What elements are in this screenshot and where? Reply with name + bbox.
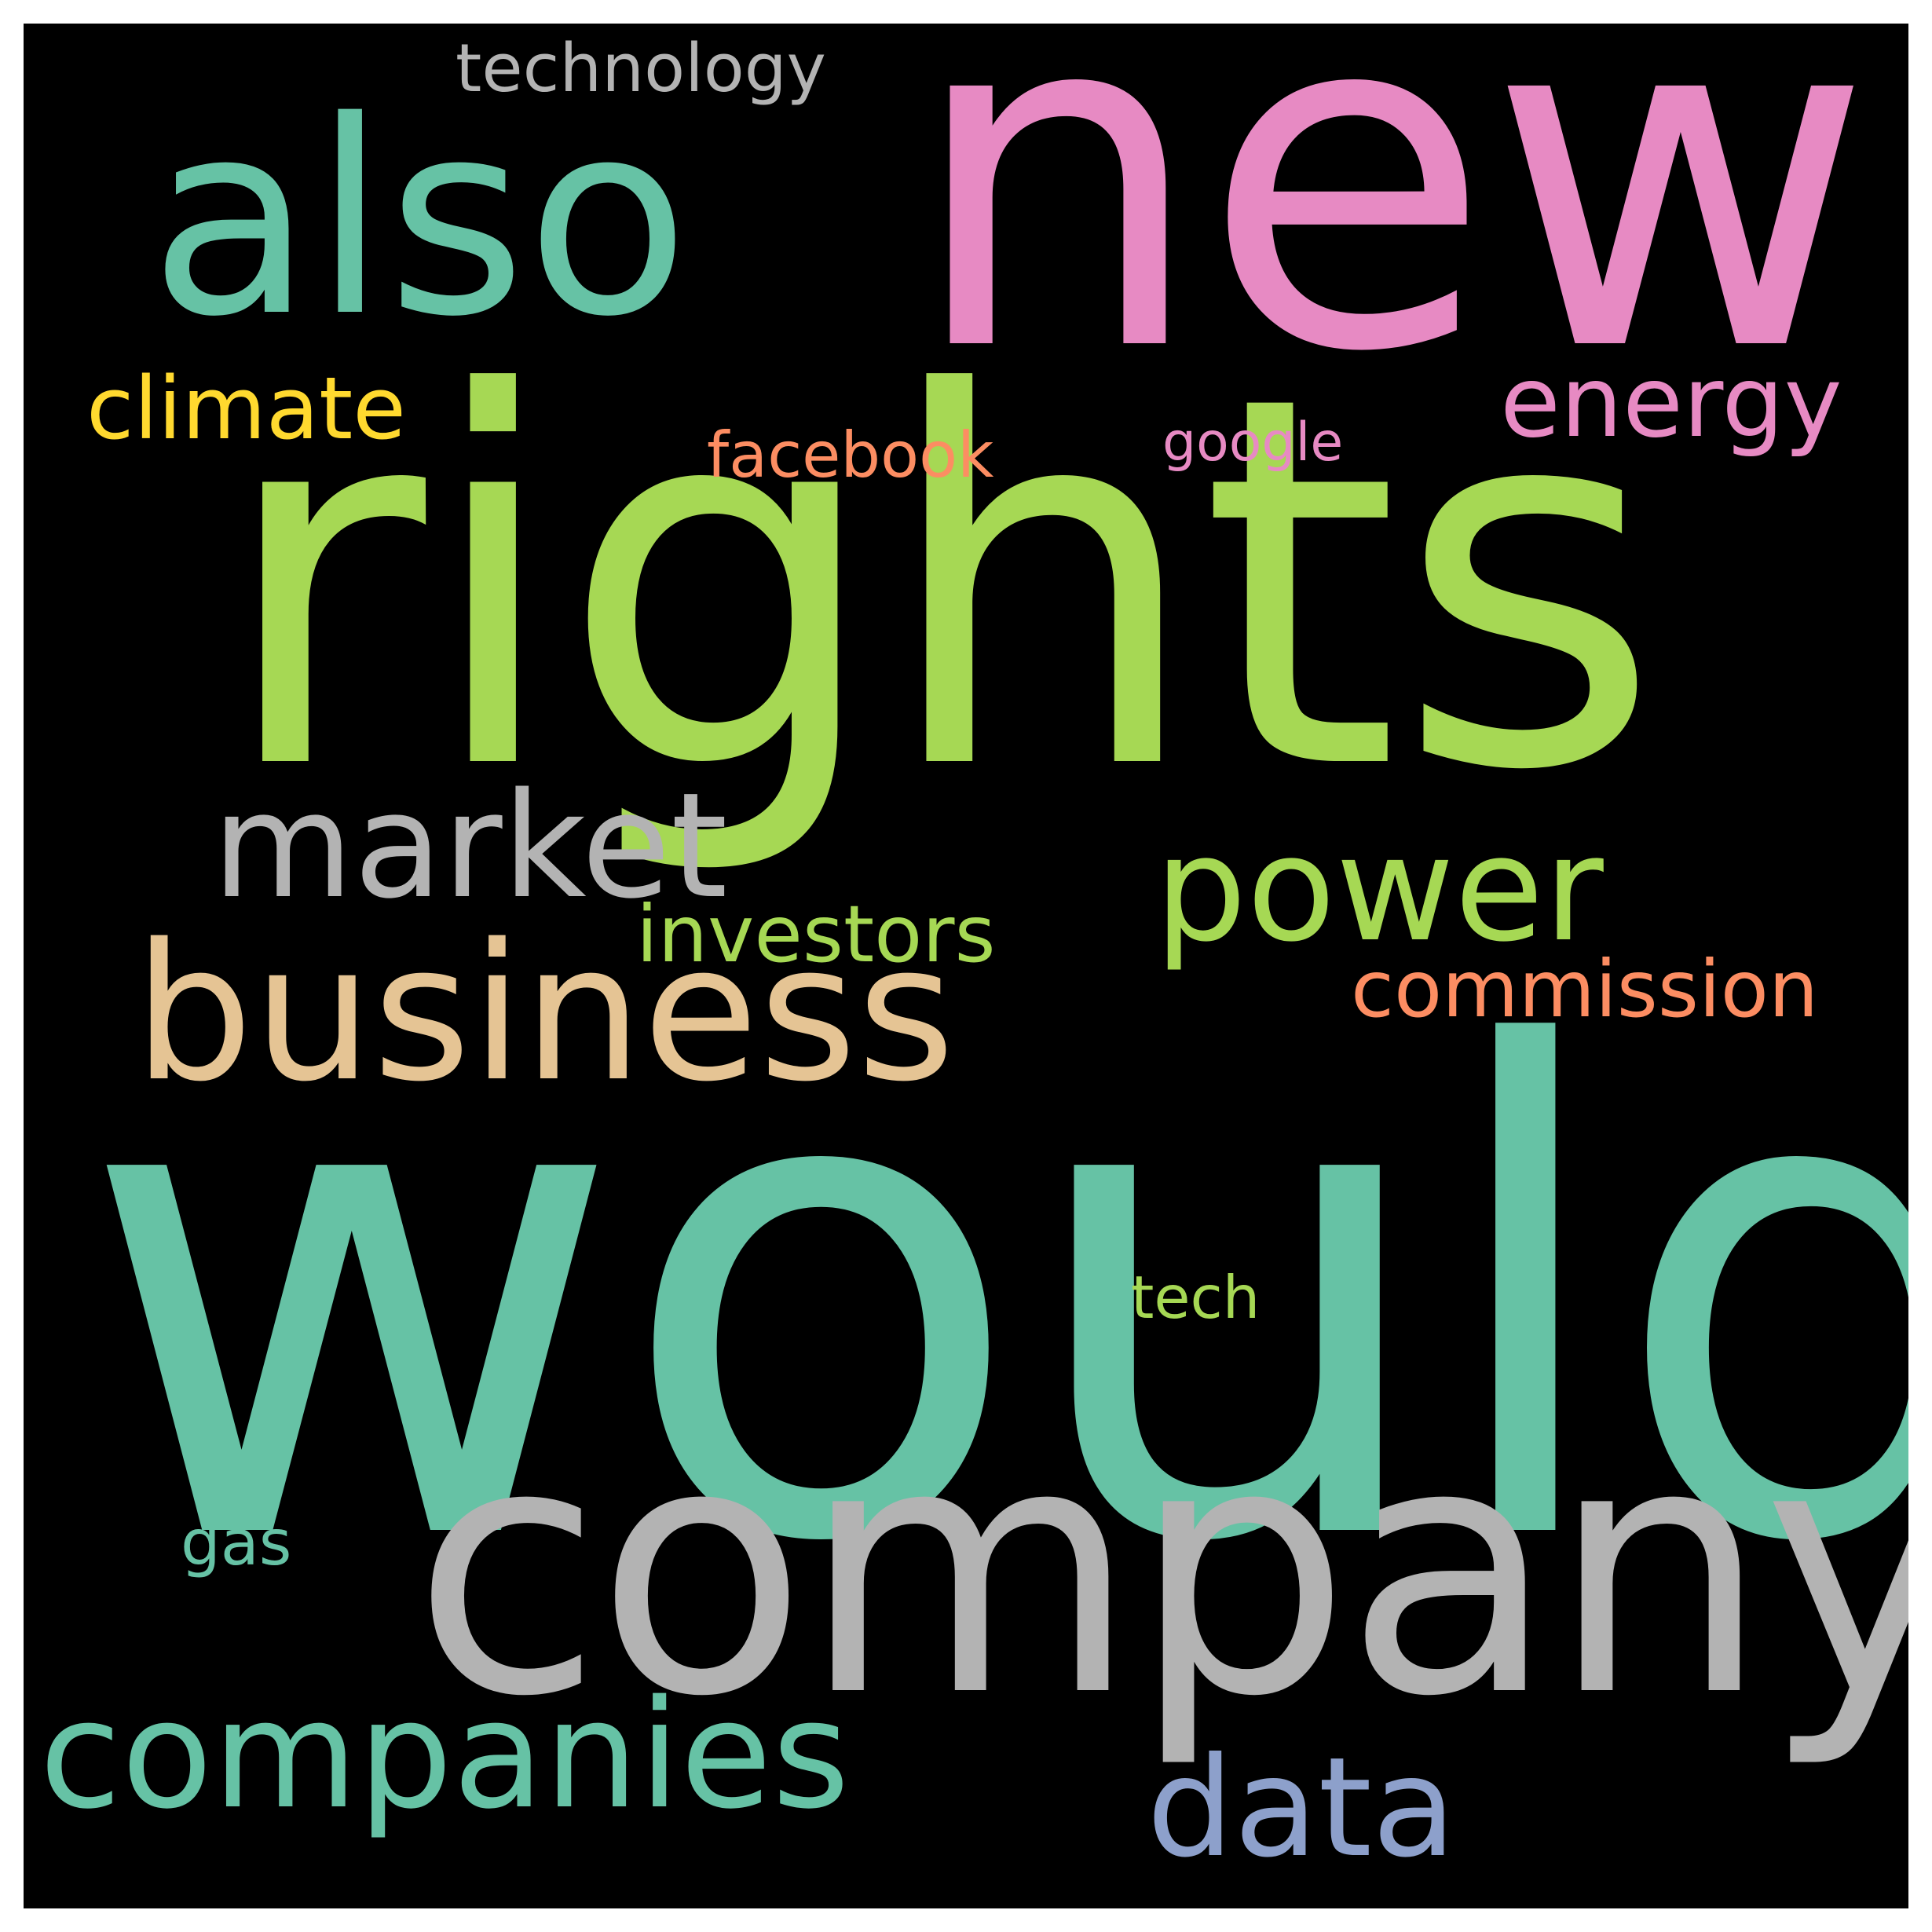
word-commission: commission — [1351, 943, 1819, 1035]
word-gas: gas — [181, 1506, 292, 1579]
word-climate: climate — [86, 358, 406, 459]
word-technology: technology — [456, 30, 826, 108]
word-data: data — [1147, 1729, 1457, 1888]
word-companies: companies — [39, 1668, 850, 1842]
word-also: also — [149, 64, 690, 375]
word-tech: tech — [1131, 1263, 1261, 1332]
word-company: company — [412, 1370, 1908, 1772]
word-power: power — [1154, 804, 1604, 974]
word-would: would — [79, 911, 1908, 1688]
word-new: new — [907, 24, 1873, 455]
word-google: google — [1162, 412, 1344, 474]
word-market: market — [212, 761, 728, 931]
word-energy: energy — [1500, 346, 1842, 459]
word-investors: investors — [636, 888, 996, 980]
word-business: business — [134, 903, 956, 1123]
word-cloud: would rights new company also business m… — [24, 24, 1908, 1908]
word-rights: rights — [216, 288, 1662, 882]
word-facebook: facebook — [707, 419, 994, 492]
